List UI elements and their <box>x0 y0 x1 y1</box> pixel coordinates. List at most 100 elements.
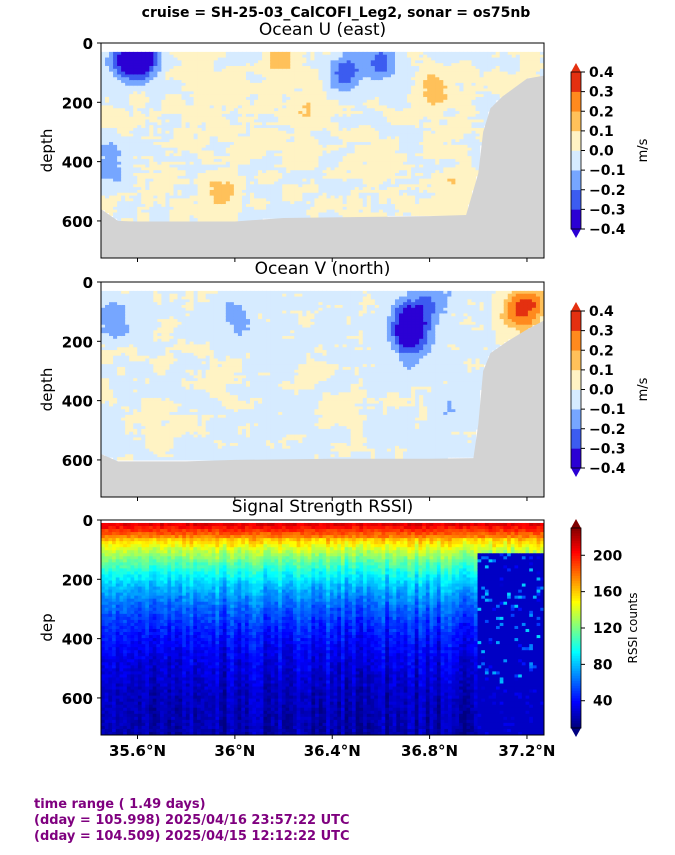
heatmap-cell <box>258 71 263 76</box>
heatmap-cell <box>197 102 203 107</box>
heatmap-cell <box>294 215 299 219</box>
heatmap-cell <box>334 54 340 59</box>
heatmap-cell <box>266 94 271 98</box>
heatmap-cell <box>197 170 203 174</box>
heatmap-cell <box>254 212 259 216</box>
heatmap-cell <box>101 192 106 197</box>
heatmap-cell <box>330 147 336 152</box>
heatmap-cell <box>141 113 146 118</box>
heatmap-cell <box>342 94 348 98</box>
heatmap-cell <box>407 82 412 87</box>
heatmap-cell <box>330 130 336 135</box>
heatmap-cell <box>189 127 195 132</box>
heatmap-cell <box>125 96 130 101</box>
heatmap-cell <box>141 99 146 104</box>
heatmap-cell <box>394 195 400 199</box>
heatmap-cell <box>157 127 163 132</box>
heatmap-cell <box>419 125 424 129</box>
heatmap-cell <box>121 74 126 78</box>
heatmap-cell <box>181 164 187 169</box>
heatmap-cell <box>129 167 134 171</box>
heatmap-cell <box>149 125 154 129</box>
heatmap-cell <box>185 178 191 183</box>
heatmap-cell <box>431 158 436 163</box>
heatmap-cell <box>197 57 203 61</box>
heatmap-cell <box>278 74 283 78</box>
heatmap-cell <box>153 60 158 64</box>
heatmap-cell <box>290 144 295 149</box>
heatmap-cell <box>290 206 295 211</box>
heatmap-cell <box>262 158 267 163</box>
heatmap-cell <box>173 63 179 67</box>
heatmap-cell <box>177 74 183 78</box>
heatmap-cell <box>201 71 207 76</box>
heatmap-cell <box>205 195 211 199</box>
heatmap-cell <box>282 82 287 87</box>
heatmap-cell <box>161 156 167 160</box>
heatmap-cell <box>169 116 175 121</box>
heatmap-cell <box>213 206 219 211</box>
heatmap-cell <box>233 57 239 61</box>
heatmap-cell <box>374 192 380 197</box>
heatmap-cell <box>225 170 231 174</box>
heatmap-cell <box>133 189 138 194</box>
heatmap-cell <box>370 175 376 180</box>
heatmap-cell <box>129 164 134 169</box>
heatmap-cell <box>181 136 187 140</box>
heatmap-cell <box>382 161 388 166</box>
heatmap-cell <box>209 144 215 149</box>
heatmap-cell <box>221 153 227 157</box>
heatmap-cell <box>258 153 263 157</box>
heatmap-cell <box>314 173 320 177</box>
heatmap-cell <box>125 136 130 140</box>
heatmap-cell <box>209 218 215 222</box>
heatmap-cell <box>137 91 142 95</box>
heatmap-cell <box>137 88 142 92</box>
heatmap-cell <box>374 161 380 166</box>
heatmap-cell <box>314 209 320 214</box>
heatmap-cell <box>330 77 336 81</box>
heatmap-cell <box>270 51 275 56</box>
heatmap-cell <box>125 164 130 169</box>
heatmap-cell <box>237 91 243 95</box>
heatmap-cell <box>318 156 324 160</box>
heatmap-cell <box>137 215 142 219</box>
heatmap-cell <box>213 201 219 205</box>
heatmap-cell <box>145 82 150 87</box>
heatmap-cell <box>306 144 312 149</box>
heatmap-cell <box>419 170 424 174</box>
heatmap-cell <box>415 173 420 177</box>
heatmap-cell <box>209 192 215 197</box>
heatmap-cell <box>113 85 118 90</box>
heatmap-cell <box>362 139 368 143</box>
heatmap-cell <box>129 88 134 92</box>
heatmap-cell <box>221 125 227 129</box>
heatmap-cell <box>141 85 146 90</box>
heatmap-cell <box>262 77 267 81</box>
heatmap-cell <box>262 156 267 160</box>
heatmap-cell <box>374 209 380 214</box>
heatmap-cell <box>177 105 183 109</box>
heatmap-cell <box>310 158 316 163</box>
heatmap-cell <box>113 178 118 183</box>
heatmap-cell <box>390 175 396 180</box>
heatmap-cell <box>318 139 324 143</box>
heatmap-cell <box>262 54 267 59</box>
heatmap-cell <box>342 142 348 146</box>
heatmap-cell <box>157 102 163 107</box>
heatmap-cell <box>145 99 150 104</box>
heatmap-cell <box>386 158 392 163</box>
heatmap-cell <box>298 102 303 107</box>
heatmap-cell <box>185 195 191 199</box>
heatmap-cell <box>217 127 223 132</box>
heatmap-cell <box>274 170 279 174</box>
heatmap-cell <box>121 150 126 154</box>
heatmap-cell <box>197 130 203 135</box>
heatmap-cell <box>153 102 158 107</box>
heatmap-cell <box>161 94 167 98</box>
heatmap-cell <box>121 57 126 61</box>
heatmap-cell <box>157 122 163 126</box>
heatmap-cell <box>350 209 356 214</box>
heatmap-cell <box>241 105 247 109</box>
heatmap-cell <box>113 57 118 61</box>
